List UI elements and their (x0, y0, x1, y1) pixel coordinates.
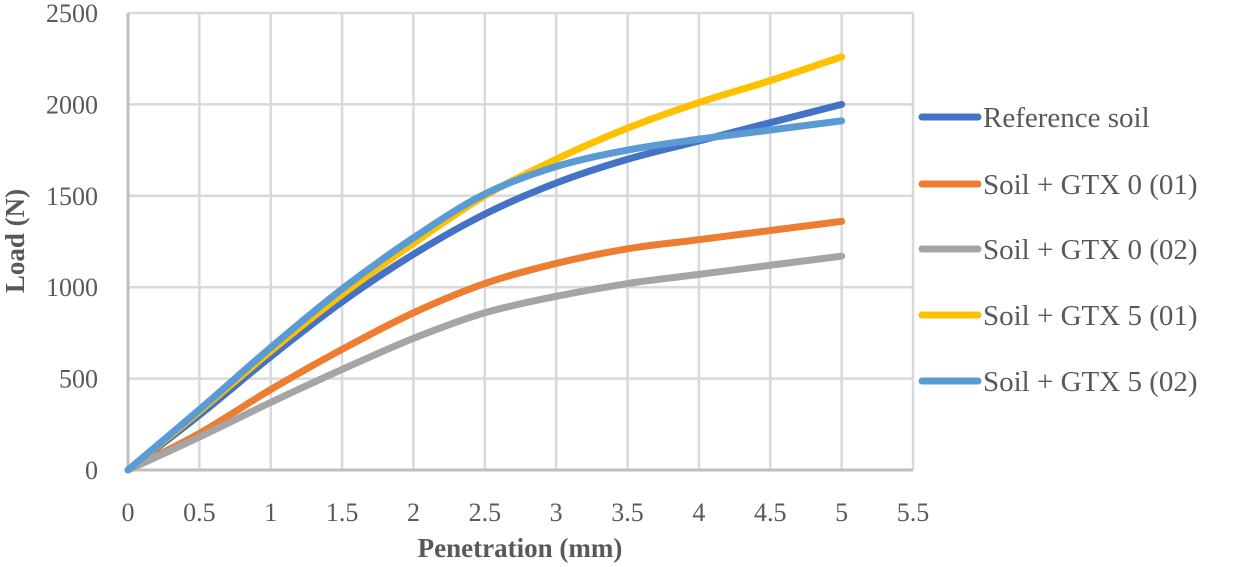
legend-item: Soil + GTX 5 (01) (918, 300, 1198, 332)
series-soil-gtx-5-02 (124, 117, 846, 474)
y-tick-label: 2500 (46, 0, 98, 28)
x-tick-label: 0.5 (183, 498, 216, 527)
legend-item: Soil + GTX 0 (01) (918, 169, 1198, 201)
y-axis-title: Load (N) (0, 189, 30, 293)
x-tick-label: 1.5 (326, 498, 359, 527)
legend-label: Soil + GTX 5 (01) (983, 300, 1198, 332)
x-tick-label: 5 (835, 498, 848, 527)
x-tick-label: 2.5 (469, 498, 502, 527)
y-tick-label: 0 (85, 456, 98, 485)
x-tick-label: 0 (122, 498, 135, 527)
x-tick-label: 5.5 (897, 498, 930, 527)
series-soil-gtx-0-02 (124, 252, 846, 474)
x-axis-ticks: 0 0.5 1 1.5 2 2.5 3 3.5 4 4.5 5 5.5 (122, 498, 930, 527)
x-tick-label: 1 (264, 498, 277, 527)
series-lines (124, 53, 846, 474)
legend-item: Soil + GTX 0 (02) (918, 234, 1198, 266)
x-tick-label: 4 (692, 498, 705, 527)
y-tick-label: 1000 (46, 273, 98, 302)
legend-label: Soil + GTX 0 (02) (983, 234, 1198, 266)
x-tick-label: 4.5 (754, 498, 787, 527)
y-tick-label: 1500 (46, 182, 98, 211)
y-axis-ticks: 0 500 1000 1500 2000 2500 (46, 0, 98, 485)
legend: Reference soil Soil + GTX 0 (01) Soil + GT… (918, 102, 1198, 398)
legend-label: Soil + GTX 0 (01) (983, 169, 1198, 201)
x-tick-label: 2 (407, 498, 420, 527)
y-tick-label: 2000 (46, 90, 98, 119)
x-axis-title: Penetration (mm) (418, 533, 623, 563)
axes (126, 13, 913, 472)
x-tick-label: 3.5 (611, 498, 644, 527)
series-line (124, 117, 846, 474)
legend-label: Reference soil (983, 102, 1150, 134)
legend-item: Soil + GTX 5 (02) (918, 366, 1198, 398)
legend-item: Reference soil (918, 102, 1150, 134)
legend-label: Soil + GTX 5 (02) (983, 366, 1198, 398)
x-tick-label: 3 (550, 498, 563, 527)
y-tick-label: 500 (59, 365, 98, 394)
